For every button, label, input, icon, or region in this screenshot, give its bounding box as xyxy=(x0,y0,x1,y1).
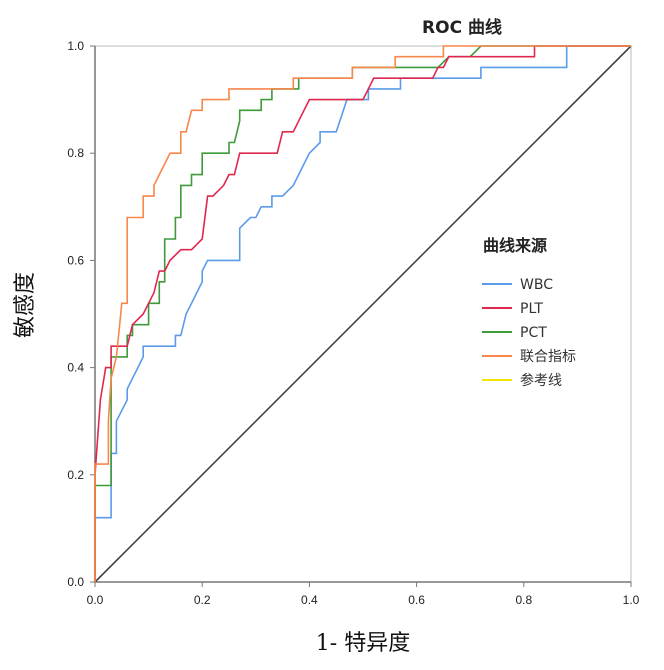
x-tick-label: 0.8 xyxy=(515,593,532,607)
roc-curve-4 xyxy=(94,45,632,583)
legend-label: 参考线 xyxy=(520,372,562,389)
legend-label: PCT xyxy=(520,325,547,341)
y-axis-label: 敏感度 xyxy=(13,272,38,338)
legend-label: PLT xyxy=(520,301,543,317)
y-tick-label: 0.0 xyxy=(67,575,84,589)
x-tick-label: 0.0 xyxy=(87,593,104,607)
x-tick-label: 1.0 xyxy=(623,593,640,607)
x-tick-label: 0.2 xyxy=(194,593,211,607)
roc-curve-0 xyxy=(94,45,631,582)
x-tick-label: 0.6 xyxy=(408,593,425,607)
legend-label: WBC xyxy=(520,277,553,293)
y-tick-label: 0.4 xyxy=(67,361,84,375)
y-tick-label: 0.2 xyxy=(67,468,84,482)
legend-title: 曲线来源 xyxy=(483,236,547,255)
roc-curve-1 xyxy=(94,45,631,582)
legend-label: 联合指标 xyxy=(520,349,576,365)
x-tick-label: 0.4 xyxy=(301,593,318,607)
chart-title: ROC 曲线 xyxy=(422,17,502,38)
y-tick-label: 1.0 xyxy=(67,39,84,53)
x-axis-label: 1- 特异度 xyxy=(316,631,410,656)
roc-curve-3 xyxy=(94,45,631,582)
y-tick-label: 0.6 xyxy=(67,253,84,267)
y-tick-label: 0.8 xyxy=(67,146,84,160)
